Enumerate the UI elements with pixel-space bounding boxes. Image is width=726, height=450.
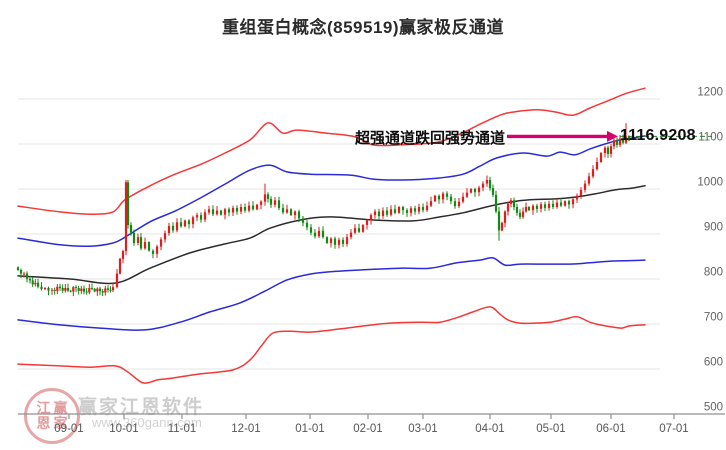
price-callout-value: 1116.9208 xyxy=(620,127,696,144)
channel-line-outer-top-red xyxy=(17,87,646,215)
svg-text:10-01: 10-01 xyxy=(109,423,138,435)
svg-text:500: 500 xyxy=(704,402,723,414)
channel-line-outer-bottom-red xyxy=(17,306,646,384)
svg-text:1200: 1200 xyxy=(697,87,723,99)
svg-text:06-01: 06-01 xyxy=(596,423,625,435)
chart-title: 重组蛋白概念(859519)赢家极反通道 xyxy=(221,18,505,37)
svg-text:07-01: 07-01 xyxy=(659,423,688,435)
candles xyxy=(16,123,631,297)
svg-text:700: 700 xyxy=(704,312,723,324)
svg-text:03-01: 03-01 xyxy=(408,423,437,435)
watermark-brand-text: 赢家江恩软件 xyxy=(78,397,205,418)
y-axis-labels: 500 600 700 800 900 1000 1100 1200 xyxy=(697,87,723,414)
svg-text:02-01: 02-01 xyxy=(353,423,382,435)
brand-logo: 江赢 恩家 xyxy=(24,388,80,444)
svg-text:04-01: 04-01 xyxy=(475,423,504,435)
x-axis: 09-01 10-01 11-01 12-01 01-01 02-01 03-01 04-01… xyxy=(18,413,725,435)
grid-lines xyxy=(18,98,660,370)
watermark-url-text: www.360gann.com xyxy=(92,415,202,430)
svg-text:05-01: 05-01 xyxy=(536,423,565,435)
channel-line-inner-top-blue xyxy=(17,135,646,248)
svg-text:09-01: 09-01 xyxy=(54,423,83,435)
brand-logo-text-top: 江赢 xyxy=(36,400,71,416)
svg-text:1100: 1100 xyxy=(698,132,723,144)
channel-annotation-label: 超强通道跌回强势通道 xyxy=(354,130,505,147)
channel-line-middle-black xyxy=(17,185,646,285)
svg-text:900: 900 xyxy=(704,222,723,234)
svg-text:11-01: 11-01 xyxy=(168,423,197,435)
svg-text:12-01: 12-01 xyxy=(231,423,260,435)
brand-logo-text-bottom: 恩家 xyxy=(36,415,71,431)
svg-text:1000: 1000 xyxy=(697,177,723,189)
svg-text:800: 800 xyxy=(704,267,723,279)
channel-line-inner-bottom-blue xyxy=(17,256,646,331)
callout-arrow xyxy=(507,130,618,142)
channel-lines xyxy=(17,87,646,384)
svg-text:01-01: 01-01 xyxy=(295,423,324,435)
svg-text:600: 600 xyxy=(704,357,723,369)
